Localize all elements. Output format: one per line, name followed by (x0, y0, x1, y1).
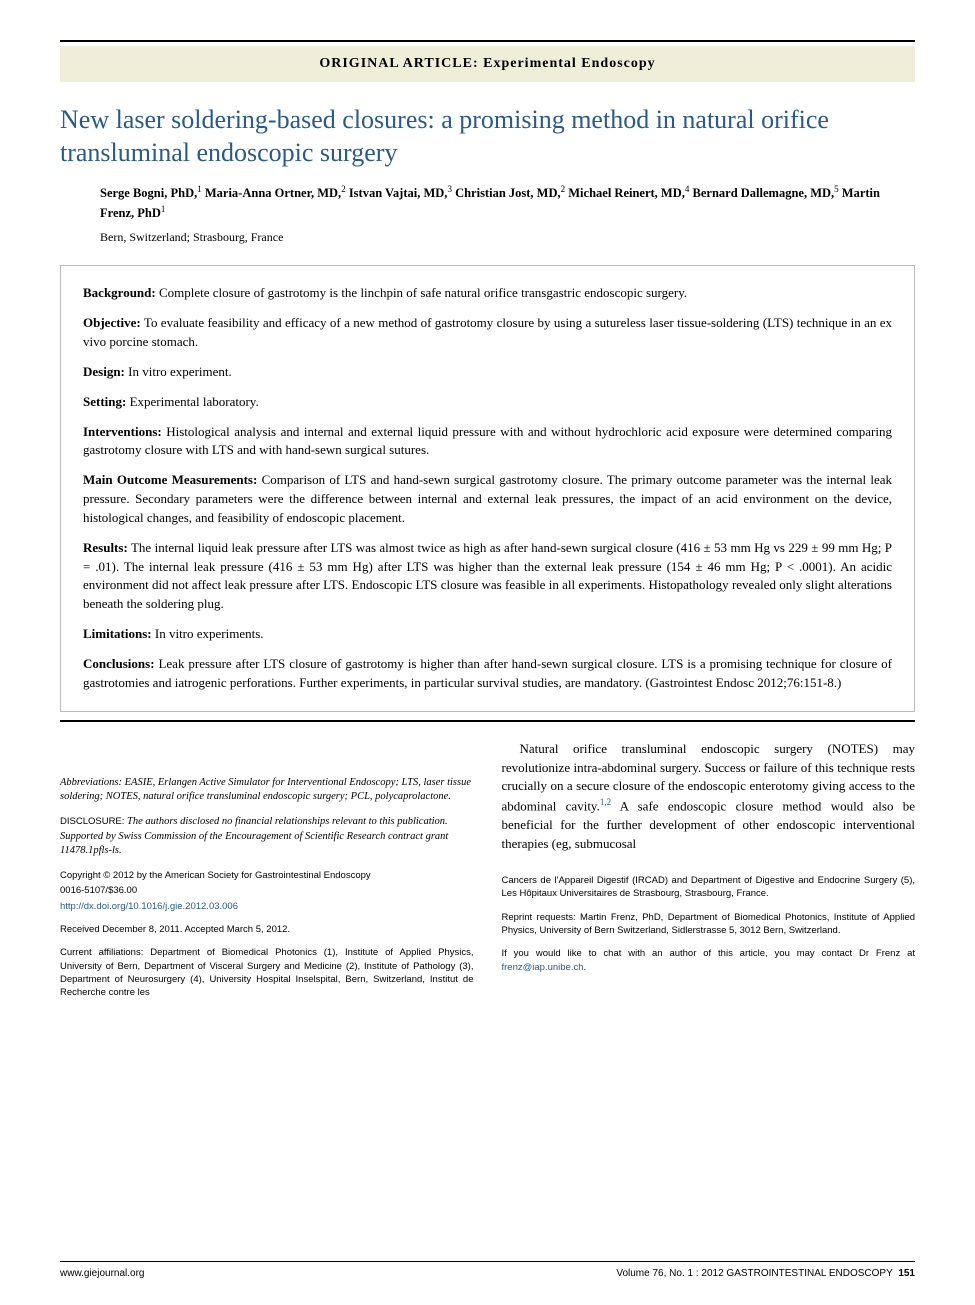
affiliations-continued: Cancers de l'Appareil Digestif (IRCAD) a… (502, 874, 916, 901)
abstract-objective: Objective: To evaluate feasibility and e… (83, 314, 892, 352)
abbreviations: Abbreviations: EASIE, Erlangen Active Si… (60, 776, 474, 805)
right-column: Natural orifice transluminal endoscopic … (502, 740, 916, 1000)
top-rule (60, 40, 915, 42)
page-footer: www.giejournal.org Volume 76, No. 1 : 20… (60, 1261, 915, 1279)
contact-email-link[interactable]: frenz@iap.unibe.ch (502, 962, 584, 973)
abstract-limitations: Limitations: In vitro experiments. (83, 625, 892, 644)
doi-link[interactable]: http://dx.doi.org/10.1016/j.gie.2012.03.… (60, 900, 474, 913)
affiliation-locations: Bern, Switzerland; Strasbourg, France (100, 230, 915, 245)
copyright-line: Copyright © 2012 by the American Society… (60, 869, 474, 882)
abstract-outcomes: Main Outcome Measurements: Comparison of… (83, 471, 892, 528)
article-type-banner: ORIGINAL ARTICLE: Experimental Endoscopy (60, 46, 915, 82)
left-column: Abbreviations: EASIE, Erlangen Active Si… (60, 740, 474, 1000)
author-contact: If you would like to chat with an author… (502, 947, 916, 974)
reprint-requests: Reprint requests: Martin Frenz, PhD, Dep… (502, 911, 916, 938)
current-affiliations: Current affiliations: Department of Biom… (60, 946, 474, 999)
footer-citation: Volume 76, No. 1 : 2012 GASTROINTESTINAL… (616, 1268, 915, 1279)
footer-journal-url: www.giejournal.org (60, 1268, 145, 1279)
abstract-interventions: Interventions: Histological analysis and… (83, 423, 892, 461)
article-title: New laser soldering-based closures: a pr… (60, 104, 915, 169)
abstract-box: Background: Complete closure of gastroto… (60, 265, 915, 711)
citation-refs[interactable]: 1,2 (600, 797, 611, 807)
abstract-background: Background: Complete closure of gastroto… (83, 284, 892, 303)
received-accepted-dates: Received December 8, 2011. Accepted Marc… (60, 923, 474, 936)
abstract-design: Design: In vitro experiment. (83, 363, 892, 382)
abstract-setting: Setting: Experimental laboratory. (83, 393, 892, 412)
issn-price: 0016-5107/$36.00 (60, 884, 474, 897)
two-column-region: Abbreviations: EASIE, Erlangen Active Si… (60, 740, 915, 1000)
divider-rule (60, 720, 915, 722)
intro-paragraph: Natural orifice transluminal endoscopic … (502, 740, 916, 854)
abstract-conclusions: Conclusions: Leak pressure after LTS clo… (83, 655, 892, 693)
authors-list: Serge Bogni, PhD,1 Maria-Anna Ortner, MD… (100, 183, 915, 222)
disclosure: DISCLOSURE: The authors disclosed no fin… (60, 815, 474, 859)
abstract-results: Results: The internal liquid leak pressu… (83, 539, 892, 614)
page-number: 151 (898, 1268, 915, 1279)
